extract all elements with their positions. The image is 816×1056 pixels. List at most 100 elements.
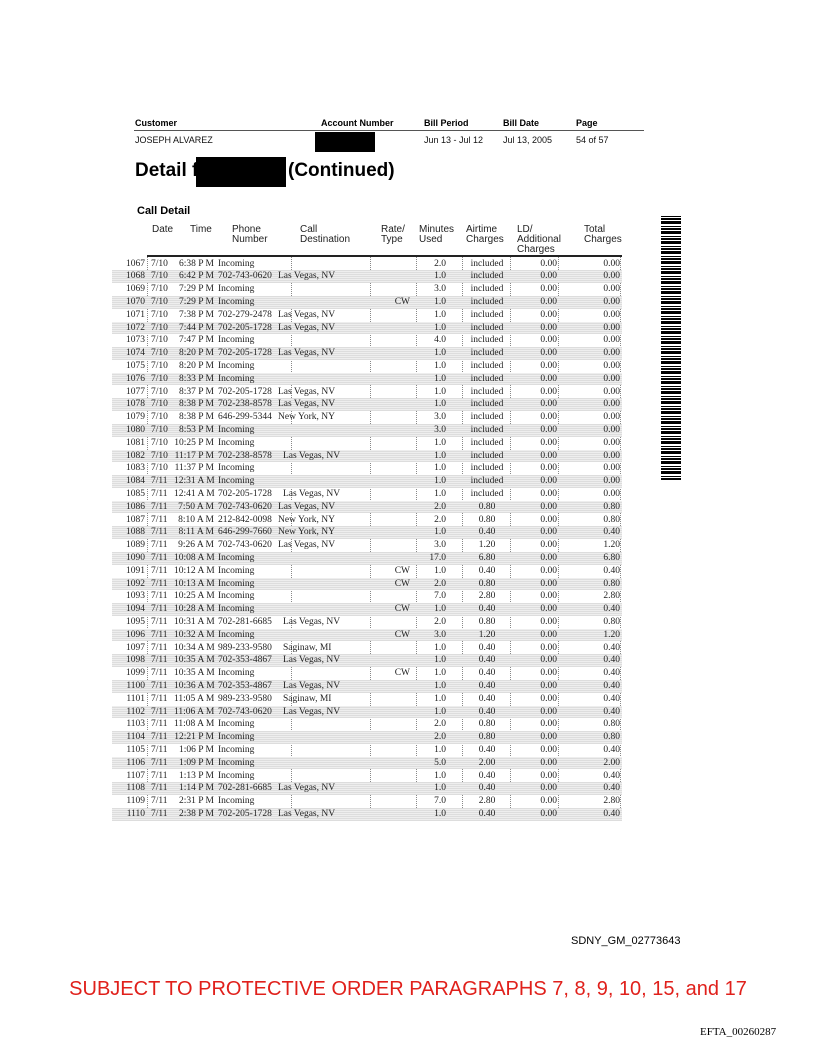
cell-ld-charges: 0.00 xyxy=(540,796,557,807)
cell-airtime-charges: included xyxy=(470,271,504,282)
account-number-redaction xyxy=(315,132,375,152)
cell-call-destination: New York, NY xyxy=(278,514,336,525)
table-row: 1108 7/11 1:14 P M 702-281-6685 Las Vegas, N… xyxy=(112,782,622,796)
cell-time: 8:38 P M xyxy=(178,412,214,423)
table-row: 1101 7/11 11:05 A M 989-233-9580 Saginaw, MI… xyxy=(112,693,622,706)
cell-time: 10:35 A M xyxy=(174,655,215,666)
cell-airtime-charges: included xyxy=(470,258,504,269)
cell-date: 7/11 xyxy=(151,616,168,627)
cell-call-destination: Las Vegas, NV xyxy=(283,616,341,627)
col-call-destination: Call Destination xyxy=(300,224,351,245)
cell-airtime-charges: 0.40 xyxy=(478,604,496,615)
cell-date: 7/11 xyxy=(151,680,168,691)
cell-airtime-charges: 0.40 xyxy=(478,744,496,755)
cell-time: 10:34 A M xyxy=(174,642,215,653)
table-row: 1091 7/11 10:12 A M Incoming CW 1.0 0.40 0.00 0.… xyxy=(112,565,622,578)
cell-time: 8:20 P M xyxy=(178,360,214,371)
cell-airtime-charges: 0.40 xyxy=(478,565,496,576)
cell-row-number: 1107 xyxy=(126,770,145,781)
cell-total-charges: 0.00 xyxy=(603,271,620,282)
cell-row-number: 1072 xyxy=(126,322,145,333)
cell-time: 7:50 A M xyxy=(178,501,214,512)
cell-time: 7:47 P M xyxy=(178,335,214,346)
cell-phone-number: Incoming xyxy=(218,463,255,474)
cell-airtime-charges: included xyxy=(470,373,504,384)
cell-row-number: 1077 xyxy=(126,386,145,397)
cell-time: 10:08 A M xyxy=(174,552,215,563)
cell-airtime-charges: included xyxy=(470,424,504,435)
cell-row-number: 1073 xyxy=(126,335,145,346)
cell-total-charges: 0.00 xyxy=(603,488,620,499)
cell-time: 2:38 P M xyxy=(178,808,214,819)
cell-phone-number: 702-743-0620 xyxy=(218,706,272,717)
cell-minutes-used: 3.0 xyxy=(434,284,446,295)
cell-ld-charges: 0.00 xyxy=(540,732,557,743)
cell-date: 7/11 xyxy=(151,488,168,499)
cell-minutes-used: 1.0 xyxy=(434,450,446,461)
cell-row-number: 1092 xyxy=(126,578,145,589)
cell-minutes-used: 3.0 xyxy=(434,424,446,435)
cell-airtime-charges: included xyxy=(470,335,504,346)
cell-date: 7/11 xyxy=(151,552,168,563)
cell-minutes-used: 1.0 xyxy=(434,348,446,359)
cell-time: 11:08 A M xyxy=(174,719,215,730)
cell-phone-number: 702-205-1728 xyxy=(218,322,272,333)
cell-row-number: 1082 xyxy=(126,450,145,461)
cell-total-charges: 0.00 xyxy=(603,296,620,307)
cell-row-number: 1070 xyxy=(126,296,145,307)
cell-phone-number: 702-205-1728 xyxy=(218,808,272,819)
cell-ld-charges: 0.00 xyxy=(540,552,557,563)
bill-period-value: Jun 13 - Jul 12 xyxy=(424,135,484,145)
cell-date: 7/10 xyxy=(151,373,168,384)
cell-row-number: 1083 xyxy=(126,463,145,474)
cell-time: 11:17 P M xyxy=(174,450,214,461)
cell-call-destination: Las Vegas, NV xyxy=(278,399,336,410)
table-row: 1079 7/10 8:38 P M 646-299-5344 New York, NY… xyxy=(112,411,622,424)
cell-airtime-charges: 0.80 xyxy=(478,719,496,730)
page-value: 54 of 57 xyxy=(576,135,609,145)
cell-minutes-used: 1.0 xyxy=(434,309,446,320)
cell-date: 7/10 xyxy=(151,399,168,410)
cell-ld-charges: 0.00 xyxy=(540,719,557,730)
table-row: 1085 7/11 12:41 A M 702-205-1728 Las Vegas, … xyxy=(112,488,622,501)
cell-airtime-charges: 0.40 xyxy=(478,642,496,653)
cell-minutes-used: 1.0 xyxy=(434,437,446,448)
cell-time: 10:12 A M xyxy=(174,565,215,576)
cell-minutes-used: 1.0 xyxy=(434,642,446,653)
cell-phone-number: Incoming xyxy=(218,476,255,487)
cell-time: 10:32 A M xyxy=(174,629,215,640)
cell-phone-number: 646-299-7660 xyxy=(218,527,272,538)
bates-number: SDNY_GM_02773643 xyxy=(571,935,681,947)
barcode xyxy=(661,214,681,480)
col-ld-additional-charges: LD/ Additional Charges xyxy=(517,224,561,255)
cell-date: 7/10 xyxy=(151,271,168,282)
table-row: 1100 7/11 10:36 A M 702-353-4867 Las Vegas, … xyxy=(112,679,622,693)
cell-call-destination: Las Vegas, NV xyxy=(283,450,341,461)
cell-time: 7:44 P M xyxy=(178,322,214,333)
table-row: 1096 7/11 10:32 A M Incoming CW 3.0 1.20 0.00 1.… xyxy=(112,628,622,642)
cell-call-destination: New York, NY xyxy=(278,527,336,538)
cell-call-destination: Las Vegas, NV xyxy=(278,501,336,512)
cell-time: 7:29 P M xyxy=(178,284,214,295)
bill-date-label: Bill Date xyxy=(503,118,540,128)
cell-ld-charges: 0.00 xyxy=(540,296,557,307)
cell-minutes-used: 1.0 xyxy=(434,527,446,538)
cell-total-charges: 0.40 xyxy=(603,783,620,794)
cell-minutes-used: 1.0 xyxy=(434,488,446,499)
cell-ld-charges: 0.00 xyxy=(540,668,557,679)
table-row: 1084 7/11 12:31 A M Incoming 1.0 included 0.00… xyxy=(112,475,622,488)
cell-total-charges: 0.80 xyxy=(603,732,620,743)
table-row: 1086 7/11 7:50 A M 702-743-0620 Las Vegas, N… xyxy=(112,500,622,514)
cell-phone-number: Incoming xyxy=(218,578,255,589)
table-row: 1107 7/11 1:13 P M Incoming 1.0 0.40 0.00 0.40 xyxy=(112,770,622,783)
cell-call-destination: Las Vegas, NV xyxy=(278,783,336,794)
cell-row-number: 1069 xyxy=(126,284,145,295)
cell-phone-number: 989-233-9580 xyxy=(218,642,272,653)
cell-phone-number: Incoming xyxy=(218,796,255,807)
table-row: 1072 7/10 7:44 P M 702-205-1728 Las Vegas, N… xyxy=(112,321,622,335)
cell-time: 12:21 P M xyxy=(174,732,214,743)
cell-ld-charges: 0.00 xyxy=(540,450,557,461)
cell-airtime-charges: 0.80 xyxy=(478,514,496,525)
cell-minutes-used: 1.0 xyxy=(434,463,446,474)
cell-airtime-charges: 2.80 xyxy=(478,796,496,807)
